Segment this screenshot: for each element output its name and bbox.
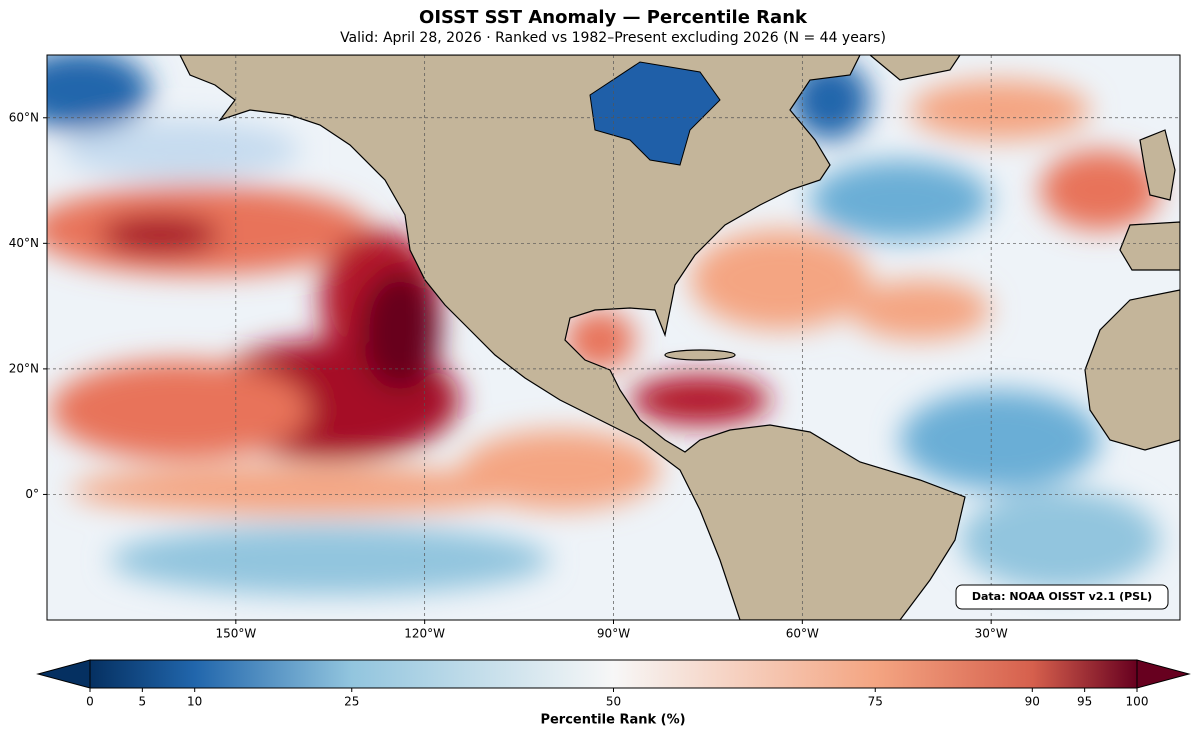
source-box: Data: NOAA OISST v2.1 (PSL) [955,584,1169,610]
lon-tick-label: 90°W [597,627,630,641]
colorbar-tick-label: 50 [606,695,621,709]
land-iberia [1119,221,1180,271]
lat-tick-label: 40°N [9,236,39,250]
land-uk [1139,129,1176,201]
lat-tick-label: 60°N [9,110,39,124]
colorbar-tick-label: 10 [187,695,202,709]
lat-tick-label: 0° [25,487,39,501]
land-africa [1084,289,1180,451]
land-cuba [664,349,736,361]
land-greenland [869,55,961,81]
colorbar-tick-label: 5 [139,695,147,709]
lon-tick-label: 60°W [786,627,819,641]
colorbar-tick-label: 95 [1077,695,1092,709]
colorbar-max-extend [1136,659,1191,689]
hudson-bay [589,61,721,166]
lon-tick-label: 120°W [404,627,445,641]
map-area [47,55,1180,620]
title: OISST SST Anomaly — Percentile Rank [419,7,808,28]
colorbar-tick-label: 100 [1126,695,1149,709]
subtitle: Valid: April 28, 2026 · Ranked vs 1982–P… [340,30,886,46]
lon-tick-label: 150°W [215,627,256,641]
colorbar-min-extend [36,659,91,689]
land-americas [179,55,966,620]
colorbar-tick-label: 25 [344,695,359,709]
lon-tick-label: 30°W [975,627,1008,641]
colorbar-tick-label: 90 [1025,695,1040,709]
lat-tick-label: 20°N [9,361,39,375]
colorbar-tick-label: 75 [868,695,883,709]
source-label: Data: NOAA OISST v2.1 (PSL) [972,590,1152,603]
colorbar-tick-label: 0 [86,695,94,709]
sst-field [47,55,1160,595]
colorbar-label: Percentile Rank (%) [540,713,685,728]
colorbar [90,660,1137,688]
